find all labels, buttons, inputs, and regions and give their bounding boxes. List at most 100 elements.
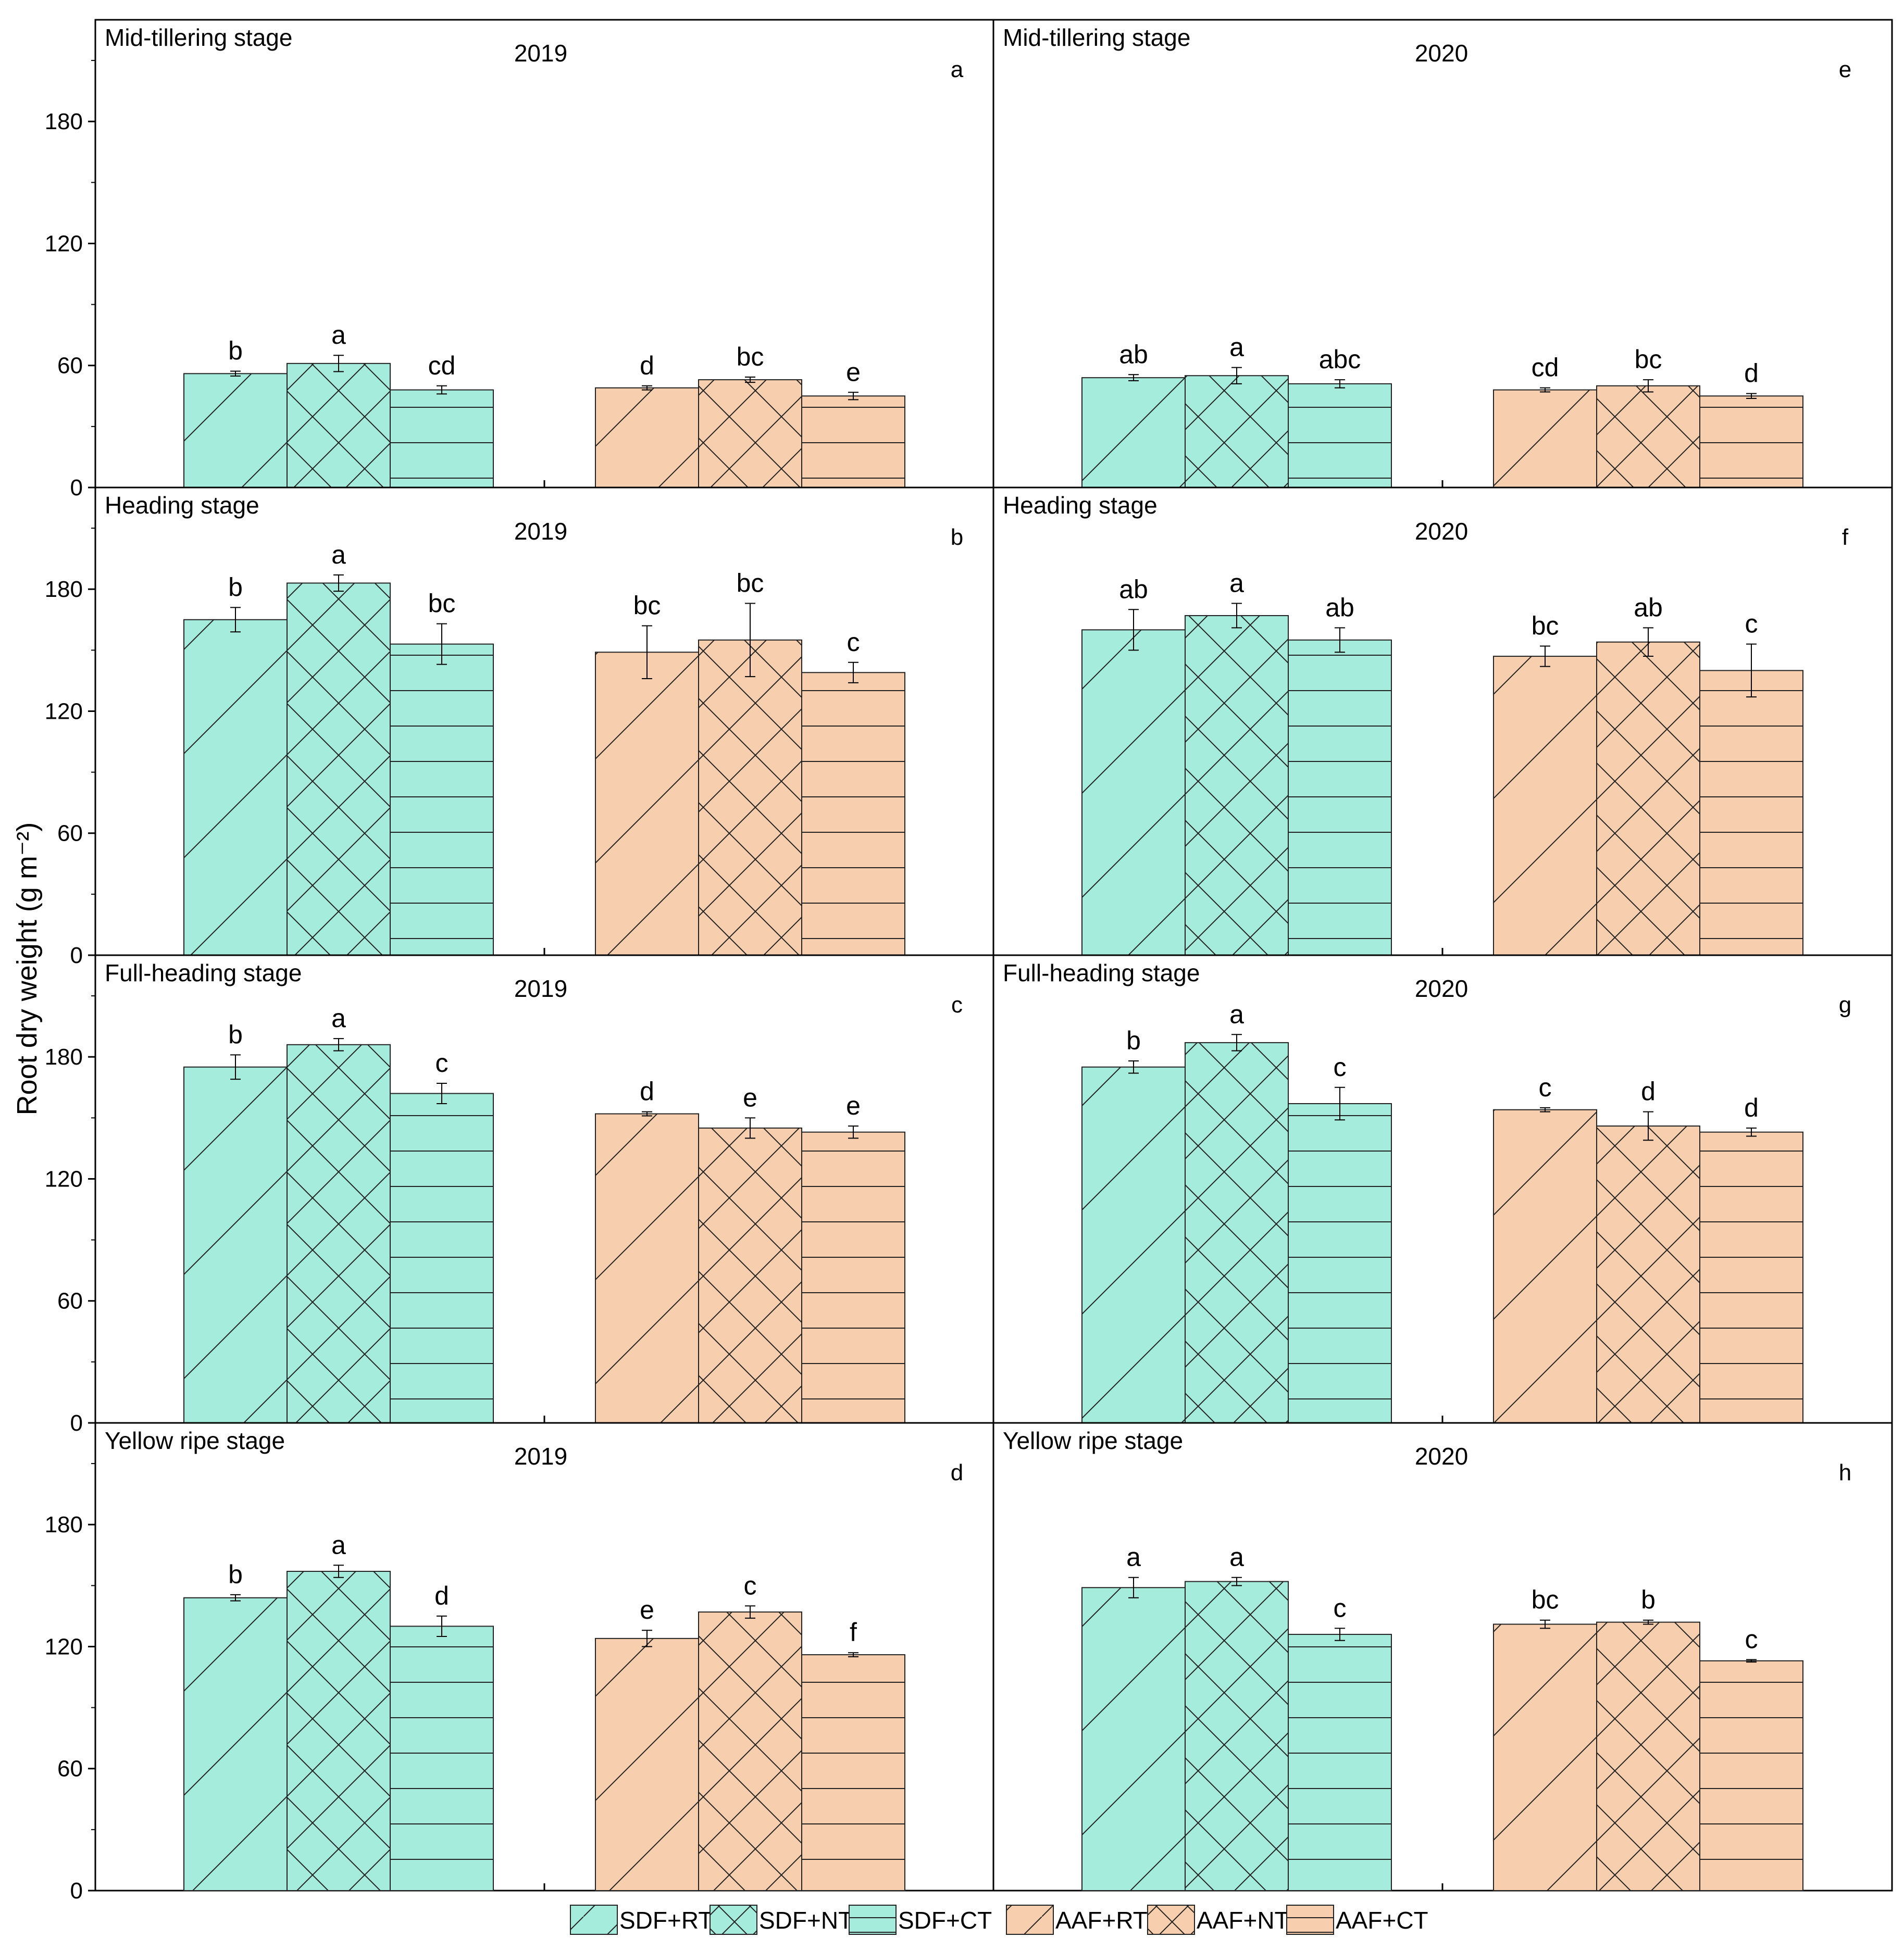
significance-label: d xyxy=(640,1077,654,1106)
legend-item: SDF+CT xyxy=(849,1905,992,1935)
bar-pattern xyxy=(1596,1621,1700,1891)
significance-label: a xyxy=(331,540,346,569)
panel-a: 0 60 120 180 Mid-tillering stage 2019 a b a cd d bc… xyxy=(45,19,994,501)
y-tick-label: 60 xyxy=(57,1289,83,1314)
bar-pattern xyxy=(390,389,494,488)
y-axis-title: Root dry weight (g m⁻²) xyxy=(11,822,43,1116)
significance-label: a xyxy=(1229,333,1244,362)
legend-swatch-pattern xyxy=(849,1905,897,1935)
panel-e: Mid-tillering stage 2020 e ab a abc cd bc d xyxy=(992,19,1893,489)
panel-c: 0 60 120 180 Full-heading stage 2019 c b a c d e e xyxy=(45,954,994,1436)
panel-letter: a xyxy=(951,57,964,82)
bar-pattern xyxy=(287,1571,391,1891)
year-label: 2019 xyxy=(514,40,567,67)
stage-label: Full-heading stage xyxy=(1003,959,1200,986)
y-tick-label: 60 xyxy=(57,353,83,379)
bar-pattern xyxy=(1699,395,1803,488)
bar-pattern xyxy=(1081,377,1186,488)
significance-label: d xyxy=(1744,359,1759,388)
bar-pattern xyxy=(1699,670,1803,956)
bar-pattern xyxy=(595,387,699,488)
significance-label: d xyxy=(640,351,654,380)
year-label: 2020 xyxy=(1415,518,1468,545)
significance-label: b xyxy=(228,572,243,602)
bar-pattern xyxy=(698,639,802,956)
legend-item: AAF+NT xyxy=(1147,1905,1289,1935)
significance-label: a xyxy=(331,320,346,349)
significance-label: c xyxy=(1334,1053,1347,1082)
bar-pattern xyxy=(1081,1587,1186,1891)
panel-letter: f xyxy=(1842,524,1849,550)
panel-g: Full-heading stage 2020 g b a c c d d xyxy=(992,954,1893,1424)
stage-label: Heading stage xyxy=(1003,492,1158,519)
bar-pattern xyxy=(1493,389,1597,488)
bar-pattern xyxy=(595,1113,699,1423)
significance-label: a xyxy=(1229,999,1244,1029)
bar-pattern xyxy=(1493,1623,1597,1892)
significance-label: e xyxy=(846,1091,861,1120)
bar-pattern xyxy=(390,1626,494,1892)
significance-label: bc xyxy=(1532,611,1559,641)
panel-letter: g xyxy=(1839,992,1851,1018)
y-tick-label: 180 xyxy=(45,1512,83,1537)
bar-pattern xyxy=(698,379,802,489)
stage-label: Yellow ripe stage xyxy=(105,1427,285,1454)
bar-pattern xyxy=(1596,385,1700,488)
y-tick-label: 60 xyxy=(57,821,83,846)
significance-label: b xyxy=(228,1020,243,1049)
significance-label: d xyxy=(1641,1077,1656,1106)
y-tick-label: 120 xyxy=(45,231,83,256)
bar-pattern xyxy=(1288,639,1392,956)
significance-label: c xyxy=(1745,609,1758,639)
significance-label: c xyxy=(744,1571,757,1600)
significance-label: bc xyxy=(1635,345,1662,374)
y-tick-label: 180 xyxy=(45,1044,83,1070)
stage-label: Mid-tillering stage xyxy=(105,24,292,51)
year-label: 2019 xyxy=(514,1443,567,1470)
bar-pattern xyxy=(595,652,699,956)
significance-label: c xyxy=(1539,1073,1552,1102)
legend-swatch-pattern xyxy=(710,1905,757,1935)
significance-label: b xyxy=(1126,1026,1141,1055)
year-label: 2020 xyxy=(1415,40,1468,67)
significance-label: e xyxy=(743,1083,757,1112)
panel-letter: c xyxy=(951,992,963,1018)
year-label: 2019 xyxy=(514,975,567,1002)
y-tick-label: 0 xyxy=(70,1878,83,1904)
y-tick-label: 180 xyxy=(45,109,83,134)
bar-pattern xyxy=(698,1611,802,1891)
panel-b: 0 60 120 180 Heading stage 2019 b b a bc bc bc c xyxy=(45,486,994,968)
bar-pattern xyxy=(801,1654,905,1892)
significance-label: c xyxy=(847,628,860,657)
significance-label: a xyxy=(331,1004,346,1033)
significance-label: a xyxy=(331,1530,346,1559)
significance-label: ab xyxy=(1634,593,1663,622)
bar-pattern xyxy=(390,1093,494,1423)
significance-label: e xyxy=(640,1595,654,1624)
y-tick-label: 0 xyxy=(70,943,83,968)
legend: SDF+RT SDF+NT SDF+CT AAF+RT AAF+NT AAF+CT xyxy=(570,1905,1428,1935)
bar-pattern xyxy=(1185,1581,1289,1891)
significance-label: d xyxy=(434,1581,449,1610)
bar-pattern xyxy=(1596,641,1700,956)
significance-label: c xyxy=(1334,1593,1347,1622)
bar-pattern xyxy=(1493,1109,1597,1424)
y-tick-label: 180 xyxy=(45,577,83,602)
significance-label: b xyxy=(228,1560,243,1589)
legend-label: SDF+CT xyxy=(898,1907,992,1934)
panel-d: 0 60 120 180 Yellow ripe stage 2019 d b a d e c f xyxy=(45,1422,994,1904)
bar-pattern xyxy=(1596,1125,1700,1424)
significance-label: bc xyxy=(428,589,456,618)
panel-letter: e xyxy=(1839,57,1851,82)
legend-swatch-pattern xyxy=(1147,1905,1195,1935)
stage-label: Mid-tillering stage xyxy=(1003,24,1190,51)
bar-pattern xyxy=(801,395,905,488)
legend-swatch-pattern xyxy=(570,1905,618,1935)
bar-pattern xyxy=(698,1127,802,1424)
panel-f: Heading stage 2020 f ab a ab bc ab c xyxy=(992,486,1893,956)
legend-item: SDF+RT xyxy=(570,1905,713,1935)
legend-label: AAF+CT xyxy=(1336,1907,1428,1934)
